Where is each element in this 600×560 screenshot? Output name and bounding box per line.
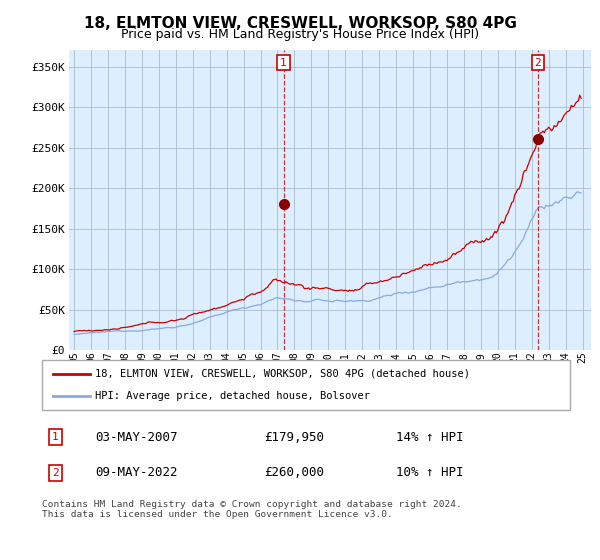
Text: 18, ELMTON VIEW, CRESWELL, WORKSOP, S80 4PG: 18, ELMTON VIEW, CRESWELL, WORKSOP, S80 … [83,16,517,31]
Text: HPI: Average price, detached house, Bolsover: HPI: Average price, detached house, Bols… [95,391,370,401]
Text: £260,000: £260,000 [264,466,324,479]
Text: Price paid vs. HM Land Registry's House Price Index (HPI): Price paid vs. HM Land Registry's House … [121,28,479,41]
Text: 03-MAY-2007: 03-MAY-2007 [95,431,178,444]
Text: 10% ↑ HPI: 10% ↑ HPI [396,466,463,479]
Text: 1: 1 [52,432,59,442]
Text: 14% ↑ HPI: 14% ↑ HPI [396,431,463,444]
Text: 2: 2 [52,468,59,478]
Text: 09-MAY-2022: 09-MAY-2022 [95,466,178,479]
Text: 2: 2 [535,58,541,68]
Text: 1: 1 [280,58,287,68]
Text: £179,950: £179,950 [264,431,324,444]
Text: 18, ELMTON VIEW, CRESWELL, WORKSOP, S80 4PG (detached house): 18, ELMTON VIEW, CRESWELL, WORKSOP, S80 … [95,368,470,379]
FancyBboxPatch shape [42,360,570,410]
Text: Contains HM Land Registry data © Crown copyright and database right 2024.
This d: Contains HM Land Registry data © Crown c… [42,500,462,519]
